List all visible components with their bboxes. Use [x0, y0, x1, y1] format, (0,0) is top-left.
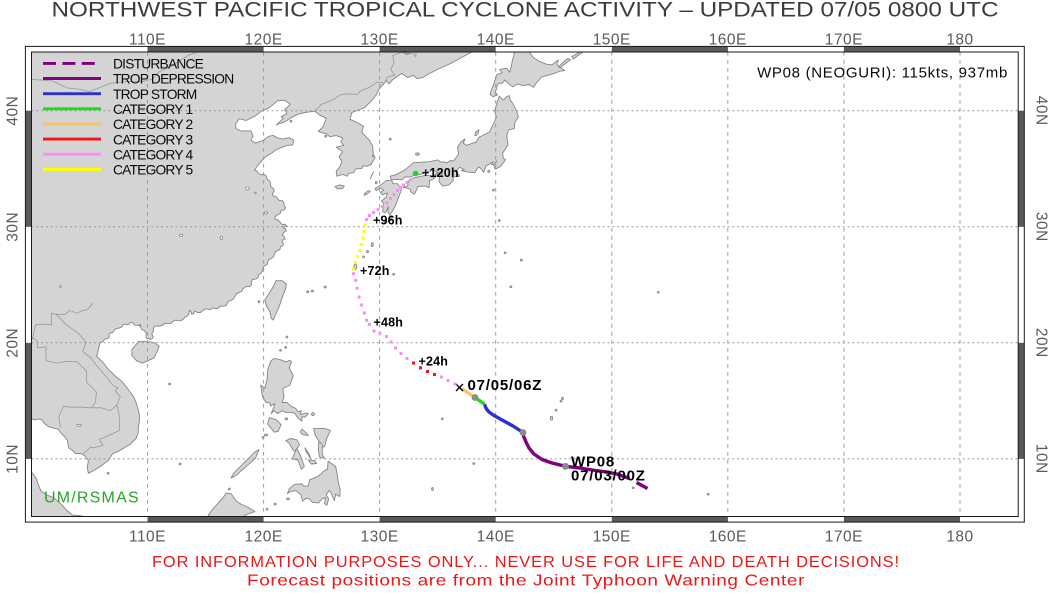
svg-text:TROP STORM: TROP STORM: [113, 87, 197, 102]
svg-text:CATEGORY 3: CATEGORY 3: [113, 132, 194, 147]
svg-text:TROP DEPRESSION: TROP DEPRESSION: [113, 72, 233, 87]
svg-text:170E: 170E: [825, 32, 863, 49]
svg-text:180: 180: [946, 32, 973, 49]
svg-text:150E: 150E: [593, 32, 631, 49]
svg-text:30N: 30N: [5, 212, 22, 242]
svg-text:+24h: +24h: [419, 354, 449, 368]
svg-text:WP08 (NEOGURI): 115kts, 937mb: WP08 (NEOGURI): 115kts, 937mb: [757, 65, 1008, 82]
svg-text:20N: 20N: [5, 328, 22, 358]
svg-text:Forecast positions are from th: Forecast positions are from the Joint Ty…: [247, 573, 805, 590]
svg-text:+72h: +72h: [360, 264, 390, 278]
svg-text:120E: 120E: [244, 529, 282, 546]
svg-text:UM/RSMAS: UM/RSMAS: [44, 490, 140, 507]
svg-text:150E: 150E: [593, 529, 631, 546]
svg-text:FOR INFORMATION PURPOSES ONLY.: FOR INFORMATION PURPOSES ONLY... NEVER U…: [152, 554, 900, 571]
svg-text:+96h: +96h: [373, 214, 403, 228]
svg-text:CATEGORY 1: CATEGORY 1: [113, 102, 193, 117]
svg-text:+48h: +48h: [374, 316, 404, 330]
svg-text:NORTHWEST PACIFIC TROPICAL CYC: NORTHWEST PACIFIC TROPICAL CYCLONE ACTIV…: [52, 0, 999, 22]
svg-text:DISTURBANCE: DISTURBANCE: [113, 57, 204, 72]
svg-text:07/05/06Z: 07/05/06Z: [468, 377, 543, 394]
svg-text:+120h: +120h: [422, 166, 459, 180]
svg-text:130E: 130E: [360, 529, 398, 546]
svg-text:160E: 160E: [709, 529, 747, 546]
svg-text:20N: 20N: [1033, 328, 1050, 358]
svg-text:120E: 120E: [244, 32, 282, 49]
svg-text:180: 180: [946, 529, 973, 546]
svg-text:170E: 170E: [825, 529, 863, 546]
svg-text:160E: 160E: [709, 32, 747, 49]
svg-text:CATEGORY 2: CATEGORY 2: [113, 117, 193, 132]
svg-text:WP08: WP08: [571, 454, 615, 471]
svg-text:110E: 110E: [129, 32, 166, 49]
svg-text:07/03/00Z: 07/03/00Z: [571, 468, 646, 485]
svg-text:40N: 40N: [5, 96, 22, 126]
svg-text:30N: 30N: [1033, 212, 1050, 242]
svg-text:40N: 40N: [1033, 96, 1050, 126]
svg-text:10N: 10N: [5, 444, 22, 474]
svg-text:140E: 140E: [477, 529, 515, 546]
svg-text:10N: 10N: [1033, 444, 1050, 474]
svg-text:CATEGORY 5: CATEGORY 5: [113, 163, 194, 178]
svg-text:110E: 110E: [129, 529, 166, 546]
svg-text:140E: 140E: [477, 32, 515, 49]
svg-text:130E: 130E: [360, 32, 398, 49]
svg-text:CATEGORY 4: CATEGORY 4: [113, 147, 194, 162]
